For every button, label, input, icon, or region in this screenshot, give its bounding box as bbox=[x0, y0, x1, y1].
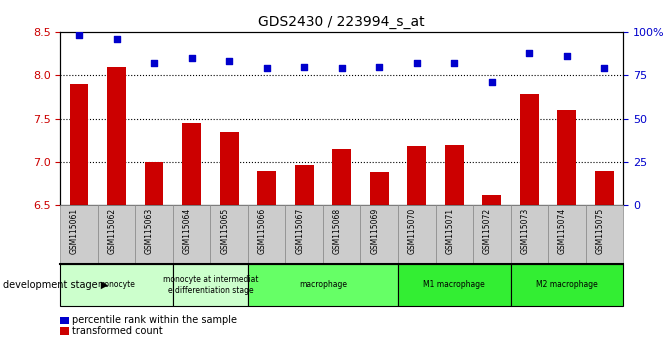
Text: GSM115071: GSM115071 bbox=[446, 208, 454, 254]
Point bbox=[111, 36, 122, 42]
Text: M2 macrophage: M2 macrophage bbox=[536, 280, 598, 290]
Bar bbox=[595, 171, 614, 205]
Text: GSM115067: GSM115067 bbox=[295, 208, 304, 254]
Point bbox=[186, 55, 197, 61]
Bar bbox=[482, 195, 501, 205]
Point bbox=[486, 79, 497, 85]
Bar bbox=[370, 172, 389, 205]
Point bbox=[561, 53, 572, 59]
Bar bbox=[107, 67, 126, 205]
Text: transformed count: transformed count bbox=[72, 326, 163, 336]
Bar bbox=[557, 110, 576, 205]
Bar bbox=[257, 171, 276, 205]
Text: GSM115065: GSM115065 bbox=[220, 208, 229, 254]
Bar bbox=[70, 84, 88, 205]
Text: GSM115062: GSM115062 bbox=[108, 208, 117, 254]
Point bbox=[374, 64, 385, 69]
Point bbox=[299, 64, 310, 69]
Bar bbox=[407, 146, 426, 205]
Point bbox=[524, 50, 535, 56]
Title: GDS2430 / 223994_s_at: GDS2430 / 223994_s_at bbox=[259, 16, 425, 29]
Text: GSM115064: GSM115064 bbox=[183, 208, 192, 254]
Text: monocyte at intermediat
e differentiation stage: monocyte at intermediat e differentiatio… bbox=[163, 275, 258, 295]
Bar bbox=[445, 144, 464, 205]
Point bbox=[261, 65, 272, 71]
Bar bbox=[295, 165, 314, 205]
Text: GSM115070: GSM115070 bbox=[408, 208, 417, 254]
Point bbox=[599, 65, 610, 71]
Point bbox=[149, 60, 159, 66]
Text: GSM115075: GSM115075 bbox=[596, 208, 604, 254]
Text: GSM115063: GSM115063 bbox=[145, 208, 154, 254]
Point bbox=[74, 33, 84, 38]
Point bbox=[224, 58, 234, 64]
Text: development stage ▶: development stage ▶ bbox=[3, 280, 109, 290]
Text: GSM115066: GSM115066 bbox=[258, 208, 267, 254]
Text: macrophage: macrophage bbox=[299, 280, 347, 290]
Text: GSM115068: GSM115068 bbox=[333, 208, 342, 254]
Text: percentile rank within the sample: percentile rank within the sample bbox=[72, 315, 237, 325]
Text: GSM115072: GSM115072 bbox=[483, 208, 492, 254]
Bar bbox=[145, 162, 163, 205]
Text: GSM115061: GSM115061 bbox=[70, 208, 79, 254]
Point bbox=[411, 60, 422, 66]
Point bbox=[449, 60, 460, 66]
Bar bbox=[332, 149, 351, 205]
Text: monocyte: monocyte bbox=[98, 280, 135, 290]
Bar bbox=[182, 123, 201, 205]
Point bbox=[336, 65, 347, 71]
Bar bbox=[520, 94, 539, 205]
Text: GSM115073: GSM115073 bbox=[521, 208, 529, 254]
Text: GSM115074: GSM115074 bbox=[558, 208, 567, 254]
Text: GSM115069: GSM115069 bbox=[371, 208, 379, 254]
Bar bbox=[220, 132, 239, 205]
Text: M1 macrophage: M1 macrophage bbox=[423, 280, 485, 290]
